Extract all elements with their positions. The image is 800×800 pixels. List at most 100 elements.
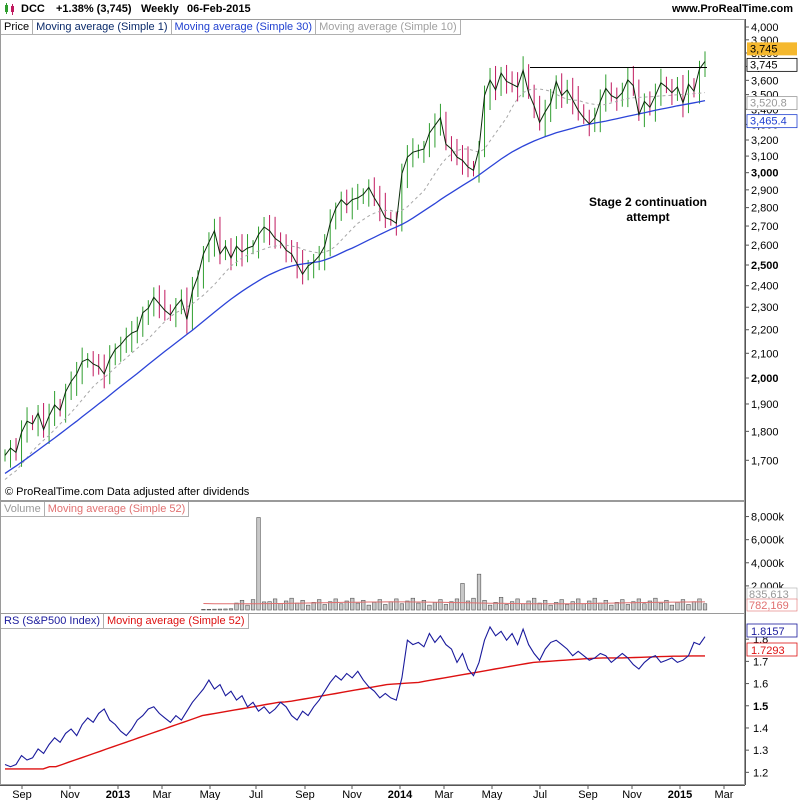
- sma10-line: [4, 88, 706, 480]
- volume-bar: [526, 600, 531, 611]
- annotation-text: attempt: [626, 210, 669, 224]
- sma30-badge-box: [746, 114, 798, 129]
- x-tick-label: Mar: [715, 789, 734, 800]
- candlestick-icon: [3, 2, 17, 19]
- x-tick-label: May: [482, 789, 503, 800]
- volume-bar: [300, 599, 305, 611]
- x-tick-label: Jul: [533, 789, 547, 800]
- volume-bar: [206, 609, 212, 611]
- x-tick-label: Sep: [578, 789, 598, 800]
- sma30-badge: 3,465.4: [750, 116, 787, 128]
- volume-bar: [576, 598, 581, 611]
- rs-legend: RS (S&P500 Index) Moving average (Simple…: [1, 614, 249, 629]
- period-label: Weekly: [141, 3, 179, 15]
- sma10-badge: 3,520.8: [750, 98, 787, 110]
- volume-bar: [460, 583, 465, 611]
- legend-sma30: Moving average (Simple 30): [171, 20, 317, 35]
- x-tick-label: Nov: [622, 789, 642, 800]
- volume-bar: [289, 597, 294, 611]
- volume-bar: [344, 600, 349, 611]
- price-tick-label: 2,900: [751, 185, 779, 197]
- volume-bar: [636, 598, 641, 611]
- volume-bar: [250, 599, 256, 611]
- volume-bar: [521, 603, 526, 611]
- volume-bar: [377, 599, 382, 611]
- volume-bar: [399, 603, 404, 611]
- volume-bar: [284, 600, 289, 611]
- rs-tick-label: 1.5: [753, 701, 768, 713]
- volume-bar: [438, 599, 443, 611]
- volume-bar: [581, 603, 586, 611]
- volume-bar: [515, 598, 520, 611]
- volume-bar: [234, 602, 239, 611]
- volume-bar: [350, 597, 355, 611]
- volume-ma-last-box: [746, 598, 798, 612]
- volume-bar: [680, 599, 686, 611]
- volume-bar: [361, 599, 366, 611]
- price-tick-label: 2,400: [751, 281, 779, 293]
- volume-bar: [454, 598, 460, 611]
- y-axis: 1,700 1,800 1,900 2,000 2,100 2,200 2,300 2,400…: [745, 19, 798, 785]
- volume-bar: [554, 602, 559, 611]
- price-tick-label: 2,700: [751, 221, 779, 233]
- rs-last-box: [746, 623, 798, 638]
- sma1-badge-box: [746, 57, 798, 72]
- legend-volume: Volume: [1, 502, 45, 517]
- date-label: 06-Feb-2015: [187, 3, 251, 15]
- footnote: © ProRealTime.com Data adjusted after di…: [5, 486, 250, 498]
- volume-bar: [642, 603, 647, 611]
- rs-ma-line: [5, 655, 705, 770]
- volume-plot: [201, 517, 708, 611]
- volume-bar: [272, 598, 278, 611]
- volume-bar: [686, 604, 691, 611]
- volume-ma-last-label: 782,169: [749, 600, 789, 612]
- volume-last-label: 835,613: [749, 589, 789, 601]
- volume-bar: [647, 600, 652, 611]
- volume-pane: Volume Moving average (Simple 52): [0, 501, 745, 614]
- volume-bar: [245, 604, 250, 611]
- x-tick-label: Mar: [153, 789, 172, 800]
- price-tick-label: 4,000: [751, 22, 779, 34]
- volume-bar: [465, 600, 471, 611]
- volume-bar: [559, 599, 564, 611]
- price-tick-label: 2,200: [751, 325, 779, 337]
- sma1-line: [4, 61, 706, 456]
- volume-bar: [383, 604, 388, 611]
- volume-bar: [631, 601, 636, 611]
- price-tick-label: 3,100: [751, 151, 779, 163]
- price-tick-label: 1,900: [751, 399, 779, 411]
- volume-bar: [482, 599, 487, 611]
- volume-bar: [372, 602, 377, 611]
- price-tick-label: 2,800: [751, 203, 779, 215]
- volume-bar: [493, 602, 498, 611]
- volume-bar: [333, 598, 338, 611]
- sma30-line: [4, 99, 706, 474]
- volume-bar: [322, 604, 327, 611]
- x-tick-label: Jul: [249, 789, 263, 800]
- volume-bar: [664, 599, 669, 611]
- rs-tick-label: 1.6: [753, 679, 768, 691]
- price-tick-label: 1,800: [751, 426, 779, 438]
- volume-bar: [267, 601, 272, 611]
- volume-bar: [669, 604, 675, 611]
- volume-bar: [256, 517, 261, 611]
- symbol-label: DCC: [21, 3, 45, 15]
- volume-tick-label: 8,000k: [751, 512, 785, 524]
- price-tick-label: 2,000: [751, 373, 779, 385]
- rs-ma-last-label: 1.7293: [751, 645, 785, 657]
- x-tick-label: Nov: [60, 789, 80, 800]
- volume-bar: [625, 604, 630, 611]
- rs-plot: [4, 625, 706, 770]
- volume-bar: [212, 608, 217, 611]
- legend-sma10: Moving average (Simple 10): [316, 20, 461, 35]
- rs-ma-last-box: [746, 642, 798, 657]
- volume-bar: [543, 599, 548, 611]
- volume-bar: [691, 601, 697, 611]
- volume-bar: [658, 602, 664, 611]
- x-tick-label: Nov: [342, 789, 362, 800]
- legend-vol-ma: Moving average (Simple 52): [44, 502, 190, 517]
- rs-tick-label: 1.4: [753, 723, 768, 735]
- price-tick-label: 3,000: [751, 168, 779, 180]
